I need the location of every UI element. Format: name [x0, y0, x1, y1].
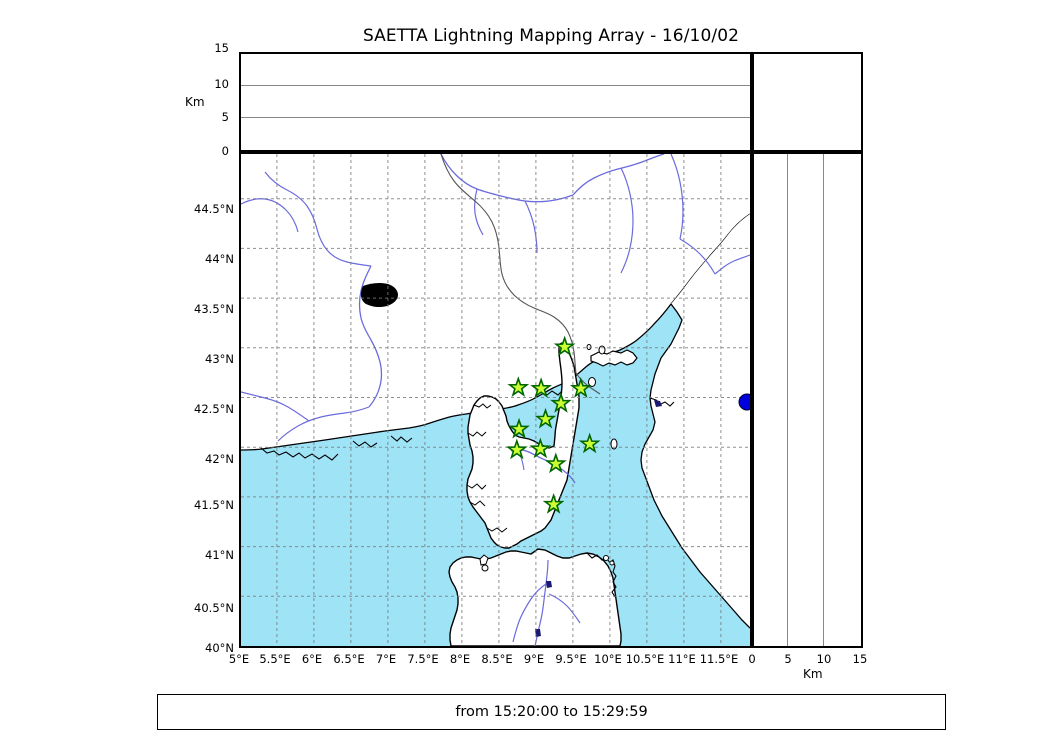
station-star-3 — [569, 377, 592, 398]
tick-lon-7: 7°E — [375, 652, 397, 666]
tick-lat-44-5: 44.5°N — [194, 202, 234, 216]
panel-map[interactable] — [239, 152, 752, 648]
tick-lon-5-5: 5.5°E — [259, 652, 291, 666]
tick-lon-10-5: 10.5°E — [625, 652, 665, 666]
tick-lon-11: 11°E — [668, 652, 696, 666]
tick-right-x-0: 0 — [748, 652, 756, 666]
station-star-6 — [508, 417, 530, 439]
station-star-2 — [530, 377, 552, 398]
station-star-8 — [505, 438, 528, 460]
tick-lat-41-5: 41.5°N — [194, 498, 234, 512]
tick-lon-8: 8°E — [449, 652, 471, 666]
tick-lat-40: 40°N — [205, 641, 234, 655]
tick-lat-43: 43°N — [205, 352, 234, 366]
station-star-4 — [550, 392, 572, 413]
panel-altitude-histogram[interactable] — [752, 52, 863, 152]
station-star-11 — [542, 493, 565, 514]
tick-lat-40-5: 40.5°N — [194, 601, 234, 615]
tick-top-y-0: 0 — [221, 144, 229, 158]
tick-lon-6: 6°E — [301, 652, 323, 666]
tick-lon-9-5: 9.5°E — [555, 652, 587, 666]
gridline-top-5 — [241, 117, 750, 118]
tick-lat-42-5: 42.5°N — [194, 402, 234, 416]
station-star-0 — [553, 335, 576, 357]
tick-right-x-15: 15 — [852, 652, 868, 666]
tick-lon-7-5: 7.5°E — [407, 652, 439, 666]
reference-point-marker — [738, 393, 750, 411]
tick-lat-42: 42°N — [205, 452, 234, 466]
axis-label-top-km: Km — [185, 95, 205, 109]
tick-right-x-10: 10 — [816, 652, 832, 666]
tick-lon-9: 9°E — [523, 652, 545, 666]
tick-lat-41: 41°N — [205, 548, 234, 562]
panel-altitude-latitude[interactable] — [752, 152, 863, 648]
tick-lon-11-5: 11.5°E — [699, 652, 739, 666]
page-title: SAETTA Lightning Mapping Array - 16/10/0… — [362, 26, 740, 46]
tick-lon-8-5: 8.5°E — [481, 652, 513, 666]
tick-lon-5: 5°E — [228, 652, 250, 666]
station-star-5 — [534, 407, 557, 429]
panel-altitude-longitude[interactable] — [239, 52, 752, 152]
status-text: from 15:20:00 to 15:29:59 — [455, 704, 648, 720]
tick-lon-6-5: 6.5°E — [333, 652, 365, 666]
tick-lon-10: 10°E — [594, 652, 622, 666]
status-bar[interactable]: from 15:20:00 to 15:29:59 — [157, 694, 946, 730]
tick-top-y-5: 5 — [221, 110, 229, 124]
station-star-10 — [544, 452, 567, 474]
station-markers — [505, 335, 601, 514]
tick-lat-43-5: 43.5°N — [194, 302, 234, 316]
gridline-top-10 — [241, 85, 750, 86]
gridline-right-10 — [823, 154, 824, 646]
tick-lat-44: 44°N — [205, 252, 234, 266]
axis-label-right-km: Km — [803, 667, 823, 681]
station-star-7 — [578, 432, 601, 454]
tick-top-y-10: 10 — [214, 77, 229, 91]
tick-right-x-5: 5 — [784, 652, 792, 666]
map-graphic — [241, 154, 750, 646]
station-star-9 — [529, 437, 552, 459]
gridline-right-5 — [787, 154, 788, 646]
tick-top-y-15: 15 — [214, 41, 229, 55]
station-star-1 — [507, 376, 530, 397]
